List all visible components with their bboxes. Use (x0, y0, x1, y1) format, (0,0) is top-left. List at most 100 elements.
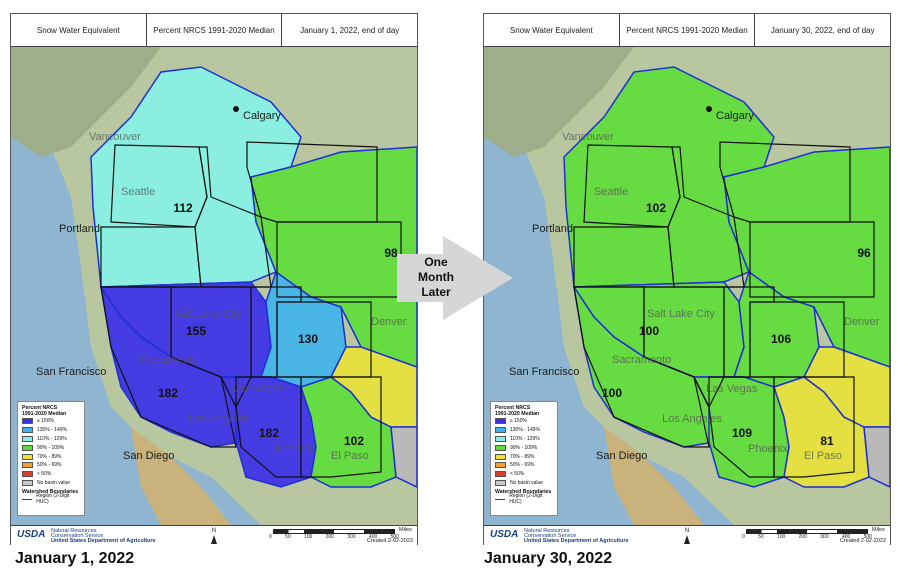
legend-swatch (22, 479, 33, 486)
value-rio-grande: 81 (820, 434, 834, 448)
value-lower-colorado: 182 (259, 426, 279, 440)
header-baseline: Percent NRCS 1991-2020 Median (147, 14, 283, 46)
scale-units: Miles (872, 527, 885, 533)
city-seattle: Seattle (121, 186, 155, 198)
legend-item: 130% - 149% (22, 426, 80, 435)
legend-label: 130% - 149% (510, 427, 541, 434)
agency-line3: United States Department of Agriculture (51, 538, 156, 544)
city-salt-lake: Salt Lake City (174, 308, 242, 320)
legend-title-line1: Percent NRCS (495, 405, 531, 411)
map-panel-january-1: Snow Water Equivalent Percent NRCS 1991-… (10, 13, 418, 545)
desert-terrain (131, 427, 231, 525)
city-seattle: Seattle (594, 186, 628, 198)
legend-label: 110% - 129% (37, 435, 67, 442)
value-missouri: 96 (857, 246, 871, 260)
north-label: N (211, 528, 217, 534)
state-boundaries (573, 141, 875, 478)
value-lower-colorado: 109 (732, 426, 752, 440)
city-phoenix: Phoenix (748, 443, 788, 455)
legend-items: ≥ 150% 130% - 149% 110% - 129% 90% - 109% 70… (22, 417, 80, 487)
legend-label: 90% - 109% (510, 444, 538, 451)
scale-number: 400 (841, 534, 851, 540)
legend-swatch (495, 418, 506, 425)
city-vancouver: Vancouver (562, 131, 614, 143)
calgary-dot (706, 106, 712, 112)
legend-label: ≥ 150% (37, 418, 54, 425)
header-baseline: Percent NRCS 1991-2020 Median (620, 14, 756, 46)
legend-item: ≥ 150% (22, 417, 80, 426)
city-san-diego: San Diego (596, 450, 647, 462)
swe-map-svg: Calgary Vancouver Seattle Portland Salt … (11, 47, 417, 525)
legend-item: 130% - 149% (495, 426, 553, 435)
map-legend: Percent NRCS 1991-2020 Median ≥ 150% 130%… (17, 401, 85, 516)
scale-number: 300 (820, 534, 829, 540)
boundary-line-swatch (495, 498, 506, 500)
legend-boundary-label: Region (2-Digit HUC) (509, 493, 543, 506)
header-metric: Snow Water Equivalent (484, 14, 620, 46)
agency-line2: Conservation Service (524, 533, 577, 539)
city-calgary: Calgary (716, 110, 754, 122)
swe-map-svg: Calgary Vancouver Seattle Portland Salt … (484, 47, 890, 525)
scale-number: 100 (776, 534, 786, 540)
region-texas-gulf[interactable] (390, 426, 417, 488)
city-portland: Portland (59, 223, 100, 235)
north-arrow-icon (211, 535, 217, 544)
scale-number: 200 (798, 534, 807, 540)
usda-logo: USDA (17, 529, 46, 540)
value-upper-colorado: 130 (298, 332, 318, 346)
legend-item: < 50% (22, 470, 80, 479)
city-san-francisco: San Francisco (36, 366, 106, 378)
value-great-basin: 155 (186, 324, 206, 338)
legend-label: No basin value (510, 479, 544, 486)
state-boundaries (100, 141, 402, 478)
value-pacific-northwest: 102 (646, 201, 666, 215)
map-header: Snow Water Equivalent Percent NRCS 1991-… (484, 14, 890, 47)
legend-item: < 50% (495, 470, 553, 479)
agency-line1: Natural Resources (51, 528, 97, 534)
value-california: 100 (602, 386, 622, 400)
agency-line1: Natural Resources (524, 528, 570, 534)
caption-january-1: January 1, 2022 (15, 550, 135, 567)
legend-label: 90% - 109% (37, 444, 65, 451)
desert-terrain (604, 427, 704, 525)
agency-line3: United States Department of Agriculture (524, 538, 629, 544)
region-texas-gulf[interactable] (863, 426, 890, 488)
canada-terrain (484, 47, 634, 157)
scale-number: 500 (863, 534, 872, 540)
legend-item: 50% - 69% (495, 461, 553, 470)
legend-item: 90% - 109% (22, 443, 80, 452)
legend-label: 110% - 129% (510, 435, 540, 442)
usda-logo: USDA (490, 529, 519, 540)
legend-label: No basin value (37, 479, 71, 486)
legend-label: ≥ 150% (510, 418, 527, 425)
scale-numbers: 0 50 100 200 300 400 500 (742, 534, 872, 540)
city-phoenix: Phoenix (275, 443, 315, 455)
map-canvas: Calgary Vancouver Seattle Portland Salt … (484, 47, 890, 525)
legend-item: ≥ 150% (495, 417, 553, 426)
agency-line2: Conservation Service (51, 533, 104, 539)
city-las-vegas: Las Vegas (233, 383, 285, 395)
scale-bar (273, 529, 395, 534)
value-missouri: 98 (384, 246, 398, 260)
arrow-label: One Month Later (404, 255, 468, 300)
created-date: Created 2-02-2022 (839, 538, 886, 544)
legend-item: No basin value (22, 479, 80, 488)
legend-label: 70% - 89% (510, 453, 535, 460)
city-denver: Denver (844, 316, 880, 328)
legend-title-line2: 1991-2020 Median (495, 411, 540, 417)
arrow-label-line2: Month (418, 270, 454, 284)
legend-item: 110% - 129% (22, 435, 80, 444)
legend-swatch (495, 444, 506, 451)
map-panel-january-30: Snow Water Equivalent Percent NRCS 1991-… (483, 13, 891, 545)
scale-number: 400 (368, 534, 378, 540)
boundary-line-swatch (22, 498, 33, 500)
legend-boundary-item: Region (2-Digit HUC) (22, 493, 80, 506)
legend-boundary-label: Region (2-Digit HUC) (36, 493, 70, 506)
scale-numbers: 0 50 100 200 300 400 500 (269, 534, 399, 540)
city-san-francisco: San Francisco (509, 366, 579, 378)
scale-number: 100 (303, 534, 313, 540)
map-canvas: Calgary Vancouver Seattle Portland Salt … (11, 47, 417, 525)
city-las-vegas: Las Vegas (706, 383, 758, 395)
city-vancouver: Vancouver (89, 131, 141, 143)
city-los-angeles: Los Angeles (189, 413, 249, 425)
